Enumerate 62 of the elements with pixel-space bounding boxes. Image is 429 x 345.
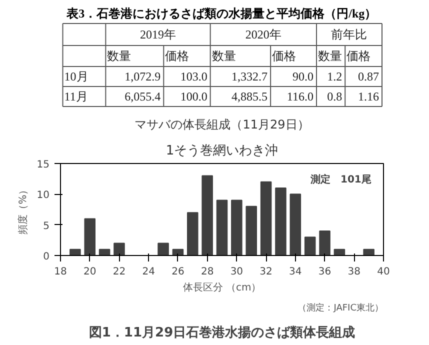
caption: 図1．11月29日石巻港水揚のさば類体長組成: [88, 326, 356, 340]
bar: [319, 230, 330, 256]
x-axis-title: 体長区分 （cm）: [182, 282, 262, 294]
y-tick-label: 5: [43, 220, 50, 232]
text: 価格: [165, 49, 190, 63]
bar: [70, 248, 81, 256]
text: 前年比: [331, 28, 368, 42]
text: 10月: [64, 70, 88, 84]
text: 103.0: [180, 70, 208, 84]
text: 0.87: [358, 70, 379, 84]
text: 116.0: [286, 90, 314, 104]
bar: [246, 206, 257, 256]
text: 0.8: [327, 90, 342, 104]
text: 4,885.5: [232, 90, 268, 104]
text: 1.2: [327, 70, 342, 84]
text: 1,332.7: [232, 70, 268, 84]
bar: [187, 212, 198, 256]
x-tick-label: 34: [289, 266, 302, 278]
text: 100.0: [180, 90, 208, 104]
text: 価格: [346, 49, 371, 63]
text: 2019年: [140, 28, 176, 42]
x-tick-label: 22: [112, 266, 126, 278]
bar: [290, 194, 302, 256]
bar: [114, 242, 125, 256]
x-tick-label: 20: [84, 266, 96, 278]
bar: [363, 248, 374, 256]
bar: [84, 218, 96, 256]
text: 表3．石巻港におけるさば類の水揚量と平均価格（円/kg）: [66, 6, 377, 20]
x-tick-label: 38: [348, 266, 361, 278]
y-axis-title: 頻度（%）: [16, 184, 29, 234]
x-tick-label: 36: [318, 266, 332, 278]
x-tick-label: 28: [200, 266, 214, 278]
y-tick-label: 0: [43, 252, 50, 262]
text: 6,055.4: [124, 90, 161, 104]
text: 数量: [107, 49, 132, 63]
text: 数量: [318, 49, 342, 63]
bar: [158, 242, 169, 256]
text: 数量: [212, 49, 236, 63]
x-tick-label: 30: [230, 266, 244, 278]
text: （測定：JAFIC東北）: [298, 302, 384, 314]
text: 2020年: [245, 28, 282, 42]
bar: [275, 188, 286, 256]
x-tick-label: 26: [172, 266, 184, 278]
bar: [216, 200, 228, 256]
bar: [202, 175, 213, 256]
bar: [231, 200, 242, 256]
chart-subtitle: 1そう巻網いわき沖: [166, 144, 278, 158]
x-tick-label: 32: [260, 266, 272, 278]
chart-title: マサバの体長組成（11月29日）: [134, 118, 310, 132]
bar: [260, 181, 272, 256]
text: 11月: [64, 90, 88, 104]
x-tick-label: 24: [142, 266, 155, 278]
text: 1.16: [358, 90, 379, 104]
bar: [304, 236, 316, 256]
text: 価格: [272, 49, 296, 63]
y-tick-label: 15: [36, 160, 50, 170]
x-tick-label: 18: [54, 266, 67, 278]
text: 90.0: [292, 70, 314, 84]
annotation: 測定 101尾: [310, 174, 372, 186]
x-tick-label: 40: [377, 266, 390, 278]
y-tick-label: 10: [36, 190, 50, 202]
text: 1,072.9: [124, 70, 161, 84]
